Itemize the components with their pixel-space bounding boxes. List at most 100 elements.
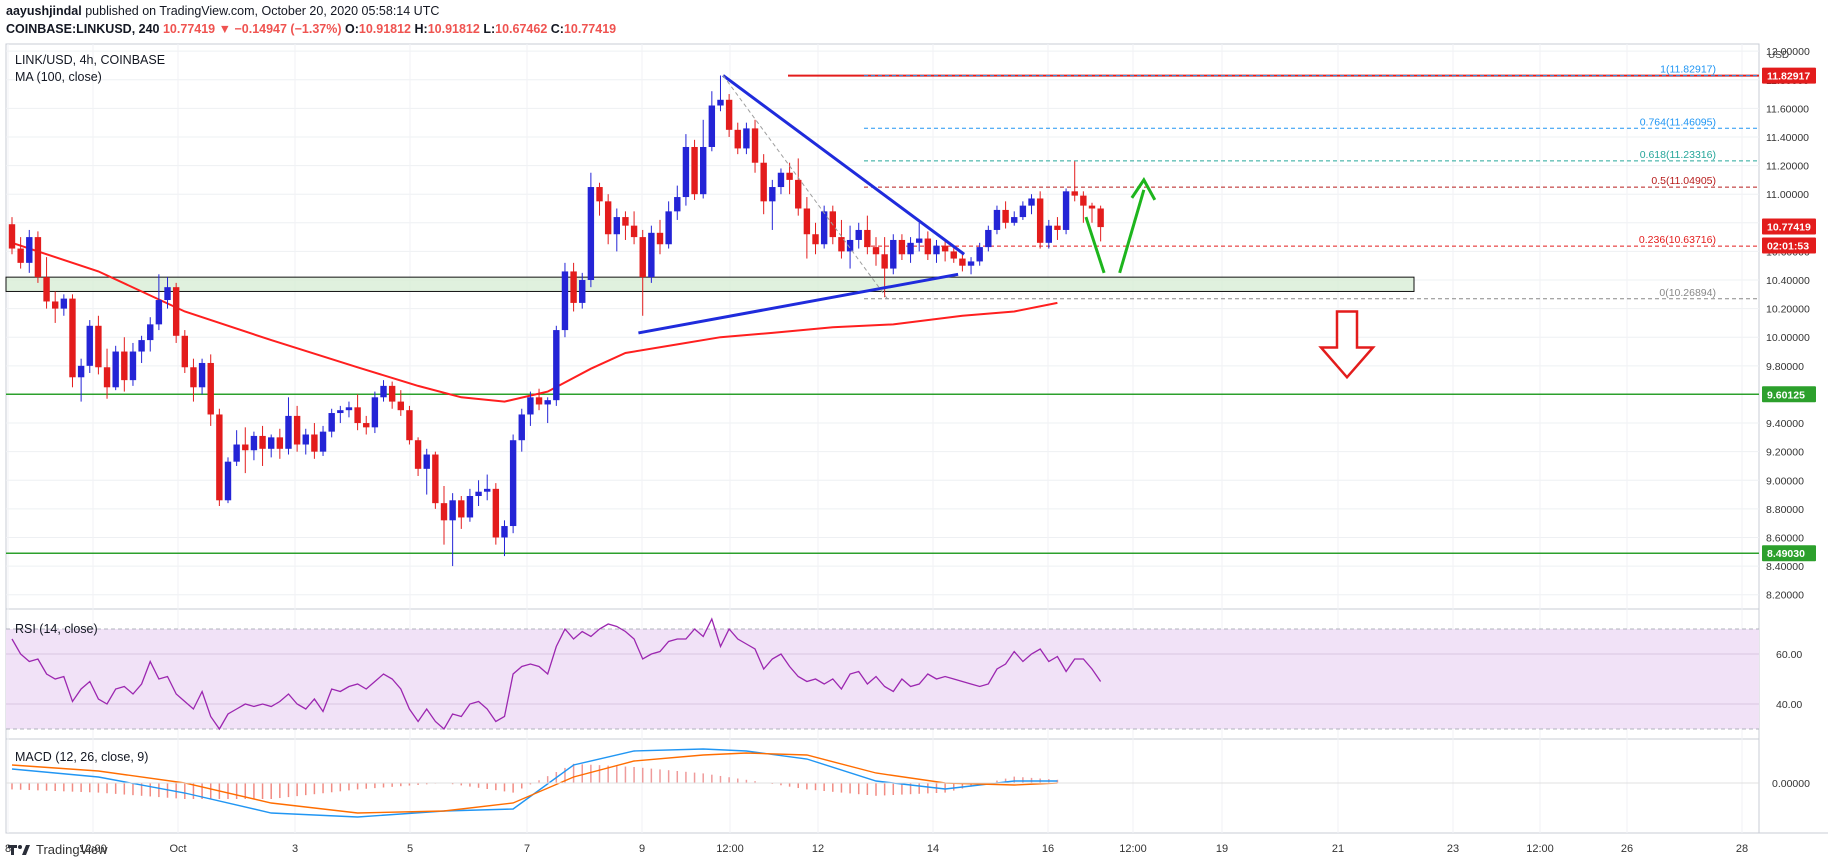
- candle-body: [1054, 225, 1061, 230]
- price-badge-label: 8.49030: [1767, 548, 1805, 560]
- x-tick-label: 16: [1042, 843, 1054, 855]
- candle-body: [26, 237, 33, 263]
- candle-body: [916, 238, 923, 243]
- support-zone: [5, 276, 1415, 292]
- close-value: 10.77419: [563, 22, 617, 36]
- candle-body: [155, 300, 163, 325]
- price-badge: [1762, 218, 1816, 235]
- candle-body: [734, 129, 741, 149]
- published-text: published on TradingView.com, October 20…: [85, 4, 440, 18]
- y-tick-label: 9.40000: [1766, 418, 1804, 430]
- candle-body: [147, 324, 154, 341]
- fibonacci-levels: 1(11.82917) 0.764(11.46095) 0.618(11.23316…: [864, 64, 1759, 300]
- x-tick-label: 7: [524, 843, 530, 855]
- macd-pane[interactable]: [5, 738, 1760, 834]
- candle-body: [777, 172, 785, 188]
- ohlc-line: COINBASE:LINKUSD, 240 10.77419 ▼ −0.1494…: [6, 22, 616, 36]
- x-tick-label: Oct: [169, 843, 186, 855]
- x-tick-label: 23: [1447, 843, 1459, 855]
- x-tick-label: 5: [407, 843, 413, 855]
- candle-body: [855, 229, 862, 240]
- rising-trendline: [638, 272, 959, 335]
- candle-body: [639, 237, 646, 278]
- y-tick-label: 11.00000: [1766, 189, 1809, 201]
- open-label: O:: [344, 22, 359, 36]
- candle-body: [700, 146, 707, 195]
- macd-tick-label: 0.00000: [1772, 778, 1810, 790]
- candle-body: [440, 503, 448, 521]
- candle-body: [509, 440, 517, 527]
- candle-body: [803, 208, 811, 235]
- candle-body: [941, 245, 949, 252]
- price-change: −0.14947 (−1.37%): [234, 22, 342, 36]
- candle-body: [812, 234, 819, 245]
- chart-legend-title: LINK/USD, 4h, COINBASE: [15, 53, 165, 67]
- x-tick-label: 28: [1736, 843, 1748, 855]
- author-name[interactable]: aayushjindal: [6, 4, 82, 18]
- candle-body: [1036, 198, 1044, 243]
- candle-body: [172, 287, 180, 336]
- candle-body: [691, 146, 698, 195]
- candle-body: [682, 146, 690, 198]
- candle-body: [898, 239, 906, 255]
- candle-body: [458, 500, 465, 518]
- candle-body: [345, 407, 353, 411]
- candle-body: [786, 172, 793, 180]
- x-tick-labels: 8 12:00 Oct 3 5 7 9 12:00 12 14 16 12:00 19 21 23 12:00…: [5, 843, 1748, 855]
- candle-body: [363, 423, 370, 428]
- rsi-band: [6, 629, 1759, 729]
- candle-body: [121, 351, 128, 381]
- candle-body: [17, 248, 24, 263]
- falling-trendline: [722, 74, 966, 256]
- footer: TradingView: [8, 842, 108, 857]
- y-tick-label: 8.40000: [1766, 561, 1804, 573]
- x-tick-label: 3: [292, 843, 298, 855]
- candle-body: [613, 217, 620, 235]
- y-tick-label: 9.00000: [1766, 475, 1804, 487]
- candle-body: [501, 526, 508, 538]
- candle-body: [285, 415, 292, 449]
- green-up-arrowhead: [1130, 176, 1157, 201]
- candle-body: [1002, 209, 1009, 223]
- candle-body: [665, 211, 672, 245]
- candle-body: [475, 491, 482, 496]
- currency-label: USD: [1768, 50, 1789, 61]
- candle-body: [1019, 205, 1027, 218]
- y-tick-label: 8.60000: [1766, 532, 1804, 544]
- fib-label: 0.764(11.46095): [1640, 116, 1716, 128]
- candle-body: [1080, 195, 1087, 206]
- candle-body: [1062, 191, 1070, 230]
- price-badge-label: 9.60125: [1767, 389, 1805, 401]
- rsi-tick-label: 60.00: [1776, 649, 1802, 661]
- candle-body: [622, 217, 629, 226]
- x-tick-label: 19: [1216, 843, 1228, 855]
- candle-body: [769, 187, 776, 202]
- y-tick-label: 10.40000: [1766, 275, 1810, 287]
- candle-body: [492, 488, 500, 538]
- candle-body: [630, 225, 638, 238]
- candle-body: [743, 128, 750, 149]
- candle-body: [596, 187, 603, 202]
- candle-body: [86, 325, 93, 366]
- candle-body: [924, 238, 932, 255]
- x-tick-label: 26: [1621, 843, 1633, 855]
- red-down-arrow: [1318, 310, 1376, 380]
- candle-body: [1088, 205, 1096, 209]
- rsi-legend: RSI (14, close): [15, 622, 98, 636]
- candle-body: [820, 211, 828, 245]
- candle-body: [406, 410, 413, 441]
- tradingview-logo-icon: [8, 844, 30, 855]
- footer-brand[interactable]: TradingView: [36, 842, 108, 857]
- candle-body: [397, 401, 404, 411]
- candle-body: [656, 232, 664, 245]
- fib-label: 0(10.26894): [1659, 287, 1716, 299]
- candle-body: [795, 179, 802, 209]
- price-pane[interactable]: [5, 43, 1760, 610]
- y-tick-label: 8.20000: [1766, 590, 1804, 602]
- annotation-arrows: [1084, 176, 1376, 380]
- candle-body: [423, 454, 430, 469]
- candle-body: [907, 242, 914, 255]
- y-tick-label: 12.00000: [1766, 46, 1810, 58]
- candle-body: [129, 351, 137, 381]
